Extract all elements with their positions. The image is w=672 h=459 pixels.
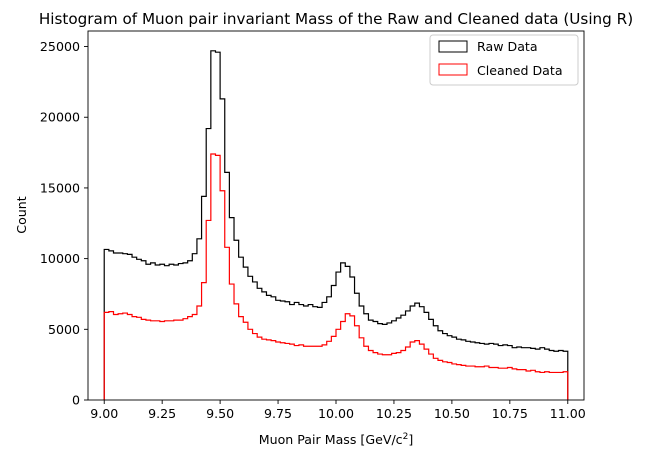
- series-raw-data-step: [103, 50, 569, 400]
- series-cleaned-data-step: [103, 153, 569, 400]
- x-tick-label: 9.75: [264, 406, 292, 421]
- x-tick-label: 9.50: [206, 406, 234, 421]
- x-tick-label: 11.00: [550, 406, 586, 421]
- chart-title: Histogram of Muon pair invariant Mass of…: [39, 10, 633, 28]
- plot-frame: [87, 30, 585, 401]
- y-tick-label: 0: [72, 393, 80, 408]
- x-axis-label-superscript: 2: [403, 432, 409, 442]
- legend-swatch-cleaned: [438, 63, 468, 76]
- y-tick-label: 10000: [40, 251, 80, 266]
- y-tick-label: 15000: [40, 180, 80, 195]
- x-tick-label: 10.75: [492, 406, 528, 421]
- x-tick-label: 10.50: [434, 406, 470, 421]
- legend-swatch-raw: [438, 40, 468, 53]
- x-tick-label: 9.00: [90, 406, 118, 421]
- x-tick-label: 9.25: [148, 406, 176, 421]
- legend-label-raw: Raw Data: [477, 39, 538, 54]
- y-tick-label: 25000: [40, 39, 80, 54]
- legend-label-cleaned: Cleaned Data: [477, 63, 563, 78]
- y-tick-label: 20000: [40, 110, 80, 125]
- x-axis-label: Muon Pair Mass [GeV/c2]: [259, 432, 414, 447]
- y-axis: 0 5000 10000 15000 20000 25000: [40, 39, 88, 408]
- x-axis: 9.00 9.25 9.50 9.75 10.00 10.25 10.50 10.75 11.0…: [90, 400, 586, 421]
- plot-area: [87, 30, 585, 401]
- x-tick-label: 10.25: [376, 406, 412, 421]
- y-tick-label: 5000: [48, 322, 80, 337]
- y-axis-label: Count: [14, 196, 29, 233]
- legend: Raw Data Cleaned Data: [429, 34, 579, 86]
- x-tick-label: 10.00: [318, 406, 354, 421]
